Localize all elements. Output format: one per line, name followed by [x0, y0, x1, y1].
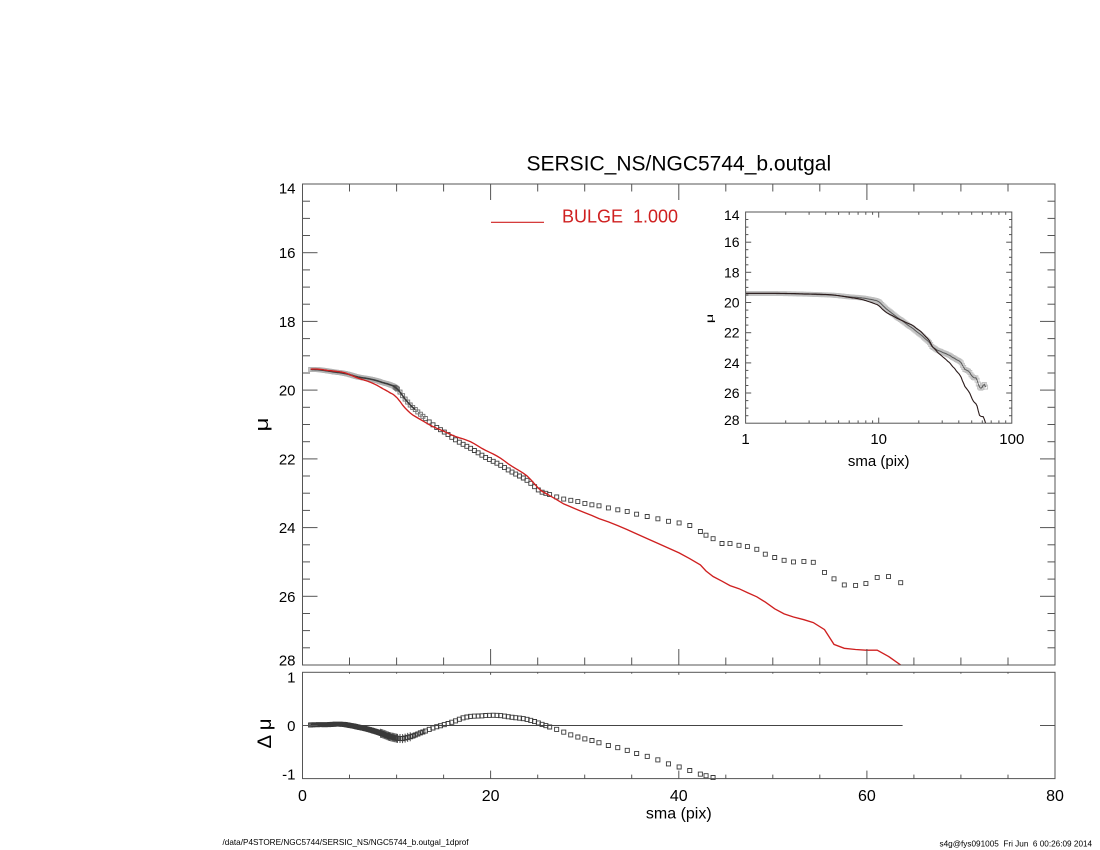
svg-text:24: 24: [724, 355, 740, 371]
svg-text:80: 80: [1046, 788, 1064, 805]
svg-text:28: 28: [724, 412, 740, 428]
svg-text:1: 1: [287, 670, 295, 687]
svg-text:24: 24: [279, 520, 296, 537]
svg-text:26: 26: [279, 589, 296, 606]
svg-text:20: 20: [482, 788, 500, 805]
svg-text:18: 18: [279, 314, 296, 331]
svg-text:0: 0: [287, 718, 295, 735]
svg-text:16: 16: [724, 234, 740, 250]
svg-text:SERSIC_NS/NGC5744_b.outgal: SERSIC_NS/NGC5744_b.outgal: [526, 153, 831, 176]
svg-text:20: 20: [279, 383, 296, 400]
svg-text:0: 0: [298, 788, 307, 805]
svg-text:14: 14: [724, 207, 740, 223]
svg-text:20: 20: [724, 295, 740, 311]
svg-text:16: 16: [279, 245, 296, 262]
svg-text:sma (pix): sma (pix): [646, 806, 712, 823]
svg-text:s4g@fys091005 Fri Jun 6 00:2: s4g@fys091005 Fri Jun 6 00:26:09 2014: [940, 840, 1093, 849]
svg-text:26: 26: [724, 385, 740, 401]
svg-text:sma (pix): sma (pix): [848, 453, 910, 470]
svg-text:28: 28: [279, 652, 296, 669]
svg-text:Δ μ: Δ μ: [255, 719, 276, 749]
svg-text:/data/P4STORE/NGC5744/SERSIC_N: /data/P4STORE/NGC5744/SERSIC_NS/NGC5744_…: [223, 838, 470, 847]
svg-text:22: 22: [724, 325, 740, 341]
svg-text:μ: μ: [252, 418, 272, 432]
svg-text:18: 18: [724, 264, 740, 280]
svg-text:-1: -1: [282, 766, 295, 783]
svg-text:60: 60: [858, 788, 876, 805]
svg-text:μ: μ: [704, 314, 716, 324]
svg-text:40: 40: [670, 788, 688, 805]
svg-text:1: 1: [741, 431, 749, 448]
svg-text:22: 22: [279, 451, 296, 468]
svg-text:BULGE 1.000: BULGE 1.000: [562, 207, 678, 227]
svg-text:100: 100: [999, 431, 1024, 448]
svg-text:10: 10: [870, 431, 887, 448]
svg-text:14: 14: [279, 181, 296, 198]
